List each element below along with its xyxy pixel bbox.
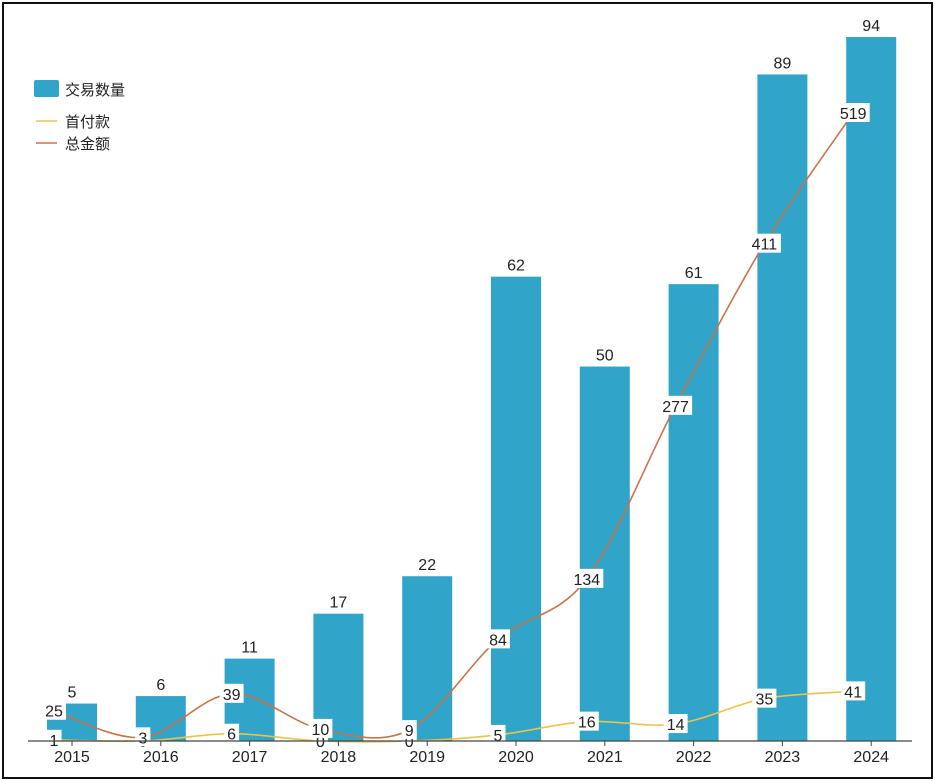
down-payment-line xyxy=(53,690,854,743)
x-axis-ticks: 2015 2016 2017 2018 2019 2020 2021 2022 2023 2024 xyxy=(54,741,889,766)
x-tick-label-2020: 2020 xyxy=(498,749,534,766)
down-payment-label-bg-2024 xyxy=(841,681,866,701)
down-payment-label-bg-2023 xyxy=(752,688,777,708)
total-amount-label-2021: 134 xyxy=(573,572,600,589)
total-amount-label-bg-2021 xyxy=(570,568,604,588)
total-amount-label-2018: 10 xyxy=(312,722,330,739)
total-amount-label-2020: 84 xyxy=(489,632,507,649)
bar-label-2020: 62 xyxy=(507,258,525,275)
bar-label-2024: 94 xyxy=(862,18,880,35)
down-payment-label-bg-2020 xyxy=(490,724,506,744)
bar-label-2018: 17 xyxy=(330,595,348,612)
bar-label-2021: 50 xyxy=(596,348,614,365)
total-amount-label-bg-2020 xyxy=(486,629,510,649)
down-payment-label-bg-2017 xyxy=(224,723,240,743)
x-tick-label-2019: 2019 xyxy=(409,749,445,766)
total-amount-label-bg-2024 xyxy=(836,103,870,122)
bar-label-2023: 89 xyxy=(774,55,792,72)
bar-2019 xyxy=(402,576,453,741)
legend: 交易数量 首付款 总金额 xyxy=(34,80,125,153)
lines-layer xyxy=(53,112,854,743)
x-tick-label-2018: 2018 xyxy=(321,749,357,766)
x-tick-label-2015: 2015 xyxy=(54,749,90,766)
down-payment-label-2020: 5 xyxy=(494,728,503,745)
down-payment-label-2017: 6 xyxy=(227,727,236,744)
x-tick-label-2023: 2023 xyxy=(765,749,801,766)
bar-label-2016: 6 xyxy=(156,677,165,694)
bar-2022 xyxy=(668,284,719,741)
x-tick-label-2021: 2021 xyxy=(587,749,623,766)
bars-layer xyxy=(47,37,897,742)
x-tick-label-2022: 2022 xyxy=(676,749,712,766)
total-amount-label-bg-2016 xyxy=(135,727,151,747)
down-payment-label-2018: 0 xyxy=(316,734,325,751)
legend-bar-label: 交易数量 xyxy=(65,81,125,99)
x-tick-label-2016: 2016 xyxy=(143,749,179,766)
total-amount-label-bg-2019 xyxy=(401,720,417,740)
total-amount-line xyxy=(53,112,854,739)
bar-label-2022: 61 xyxy=(685,265,703,282)
total-amount-label-2022: 277 xyxy=(662,399,689,416)
total-amount-label-2023: 411 xyxy=(752,237,778,254)
x-tick-label-2024: 2024 xyxy=(853,749,889,766)
down-payment-label-2021: 16 xyxy=(578,715,596,732)
total-amount-label-2019: 9 xyxy=(405,723,414,740)
legend-bar-swatch xyxy=(34,80,59,97)
total-amount-label-bg-2015 xyxy=(42,700,66,720)
down-payment-label-bg-2022 xyxy=(663,714,688,734)
bar-2023 xyxy=(757,74,808,742)
down-payment-label-2019: 0 xyxy=(405,734,414,751)
legend-down-payment-label: 首付款 xyxy=(65,113,110,131)
legend-total-label: 总金额 xyxy=(65,135,110,153)
bar-label-2017: 11 xyxy=(241,640,258,657)
total-amount-label-2015: 25 xyxy=(45,704,63,721)
bar-2024 xyxy=(846,37,897,741)
bar-2021 xyxy=(579,366,630,741)
bar-label-2019: 22 xyxy=(418,557,436,574)
total-amount-label-bg-2023 xyxy=(747,233,781,253)
down-payment-label-2022: 14 xyxy=(667,717,685,734)
down-payment-label-bg-2015 xyxy=(46,729,62,749)
x-tick-label-2017: 2017 xyxy=(232,749,268,766)
total-amount-label-2017: 39 xyxy=(223,687,241,704)
data-labels-layer: 5611172262506189941060051614354125339109… xyxy=(42,18,880,751)
total-amount-label-bg-2017 xyxy=(219,683,244,703)
down-payment-label-2023: 35 xyxy=(756,692,774,709)
total-amount-label-2016: 3 xyxy=(138,730,147,747)
bar-label-2015: 5 xyxy=(68,685,77,702)
bar-2020 xyxy=(491,276,541,741)
down-payment-label-bg-2021 xyxy=(574,711,599,731)
total-amount-label-bg-2018 xyxy=(308,718,333,738)
total-amount-label-bg-2022 xyxy=(659,395,693,415)
down-payment-label-2024: 41 xyxy=(844,684,862,701)
total-amount-label-2024: 519 xyxy=(840,106,867,123)
